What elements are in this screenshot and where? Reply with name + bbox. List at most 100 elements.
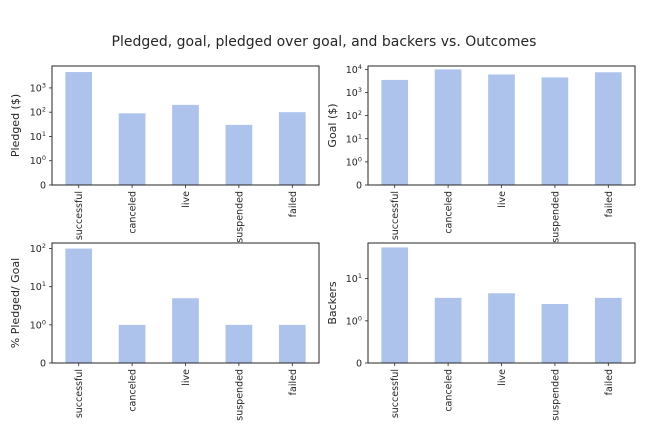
y-tick-base: 10 [346,134,358,145]
figure-title: Pledged, goal, pledged over goal, and ba… [112,34,537,50]
bar-failed [594,72,622,185]
y-tick-exponent: 1 [358,132,362,140]
x-tick-label: suspended [234,369,245,421]
y-tick-label: 101 [30,130,46,143]
bar-failed [278,324,306,363]
y-tick-label: 100 [30,154,46,167]
bar-canceled [434,69,462,185]
y-tick-base: 10 [30,108,42,119]
y-tick-exponent: 3 [42,81,46,89]
y-tick-exponent: 1 [42,280,46,288]
y-tick-label: 102 [30,106,46,119]
y-tick-base: 10 [30,282,42,293]
y-tick-exponent: 0 [358,314,362,322]
bar-suspended [225,324,253,363]
bar-live [172,298,199,363]
bar-failed [278,112,306,185]
y-tick-exponent: 0 [42,154,46,162]
y-tick-label: 104 [346,63,362,76]
y-tick-exponent: 2 [42,242,46,250]
y-tick-label: 103 [346,86,362,99]
bar-live [488,293,515,363]
subplot-grid: successful canceled live suspended failed010… [9,63,636,421]
y-tick-base: 10 [30,83,42,94]
chart-pledged-over-goal: successful canceled live suspended failed010… [9,242,320,421]
x-tick-label: canceled [444,369,455,412]
y-axis-label: Goal ($) [326,103,339,147]
bar-suspended [541,77,569,185]
y-tick-base: 0 [356,181,362,192]
bar-canceled [118,324,146,363]
x-tick-label: canceled [128,191,139,234]
bar-live [488,74,515,185]
bar-canceled [434,297,462,363]
x-tick-label: live [497,369,508,386]
y-tick-base: 0 [356,359,362,370]
x-tick-label: failed [288,191,299,217]
y-tick-base: 10 [346,316,358,327]
y-tick-label: 100 [30,318,46,331]
chart-pledged: successful canceled live suspended failed010… [9,65,320,243]
x-tick-label: canceled [444,191,455,234]
y-tick-exponent: 2 [358,109,362,117]
chart-backers: successful canceled live suspended failed010… [326,242,636,421]
x-tick-label: successful [390,191,401,240]
x-tick-label: successful [74,191,85,240]
y-tick-label: 101 [30,280,46,293]
bar-successful [65,248,93,363]
x-tick-label: suspended [234,191,245,243]
y-tick-base: 10 [30,156,42,167]
y-tick-base: 10 [346,274,358,285]
y-tick-label: 102 [30,242,46,255]
y-tick-label: 0 [356,359,362,370]
x-tick-label: failed [288,369,299,395]
x-tick-label: live [497,191,508,208]
bar-live [172,104,199,185]
y-tick-base: 10 [346,65,358,76]
y-tick-label: 100 [346,314,362,327]
chart-goal: successful canceled live suspended failed010… [326,63,636,243]
y-tick-base: 0 [40,181,46,192]
x-tick-label: canceled [128,369,139,412]
y-tick-exponent: 4 [358,63,362,71]
y-tick-base: 10 [346,111,358,122]
x-tick-label: successful [390,369,401,418]
y-axis-label: Backers [326,281,339,325]
bar-canceled [118,113,146,185]
y-tick-label: 101 [346,272,362,285]
y-tick-base: 0 [40,359,46,370]
bar-successful [381,79,409,185]
y-tick-base: 10 [346,88,358,99]
x-tick-label: failed [604,191,615,217]
y-tick-label: 102 [346,109,362,122]
y-tick-label: 101 [346,132,362,145]
x-tick-label: failed [604,369,615,395]
bar-suspended [541,304,569,363]
y-tick-base: 10 [30,244,42,255]
y-tick-base: 10 [30,320,42,331]
y-tick-exponent: 2 [42,106,46,114]
x-tick-label: successful [74,369,85,418]
y-tick-exponent: 0 [358,155,362,163]
y-axis-label: % Pledged/ Goal [9,258,22,348]
bar-successful [65,72,93,185]
y-tick-label: 0 [356,181,362,192]
x-tick-label: suspended [550,191,561,243]
y-tick-exponent: 3 [358,86,362,94]
bar-failed [594,297,622,363]
x-tick-label: suspended [550,369,561,421]
y-tick-base: 10 [30,132,42,143]
bar-successful [381,247,409,363]
bar-suspended [225,124,253,185]
y-tick-label: 0 [40,359,46,370]
y-tick-exponent: 1 [358,272,362,280]
y-tick-label: 0 [40,181,46,192]
x-tick-label: live [181,191,192,208]
y-axis-label: Pledged ($) [9,94,22,157]
y-tick-label: 103 [30,81,46,94]
x-tick-label: live [181,369,192,386]
y-tick-exponent: 1 [42,130,46,138]
y-tick-base: 10 [346,157,358,168]
y-tick-exponent: 0 [42,318,46,326]
